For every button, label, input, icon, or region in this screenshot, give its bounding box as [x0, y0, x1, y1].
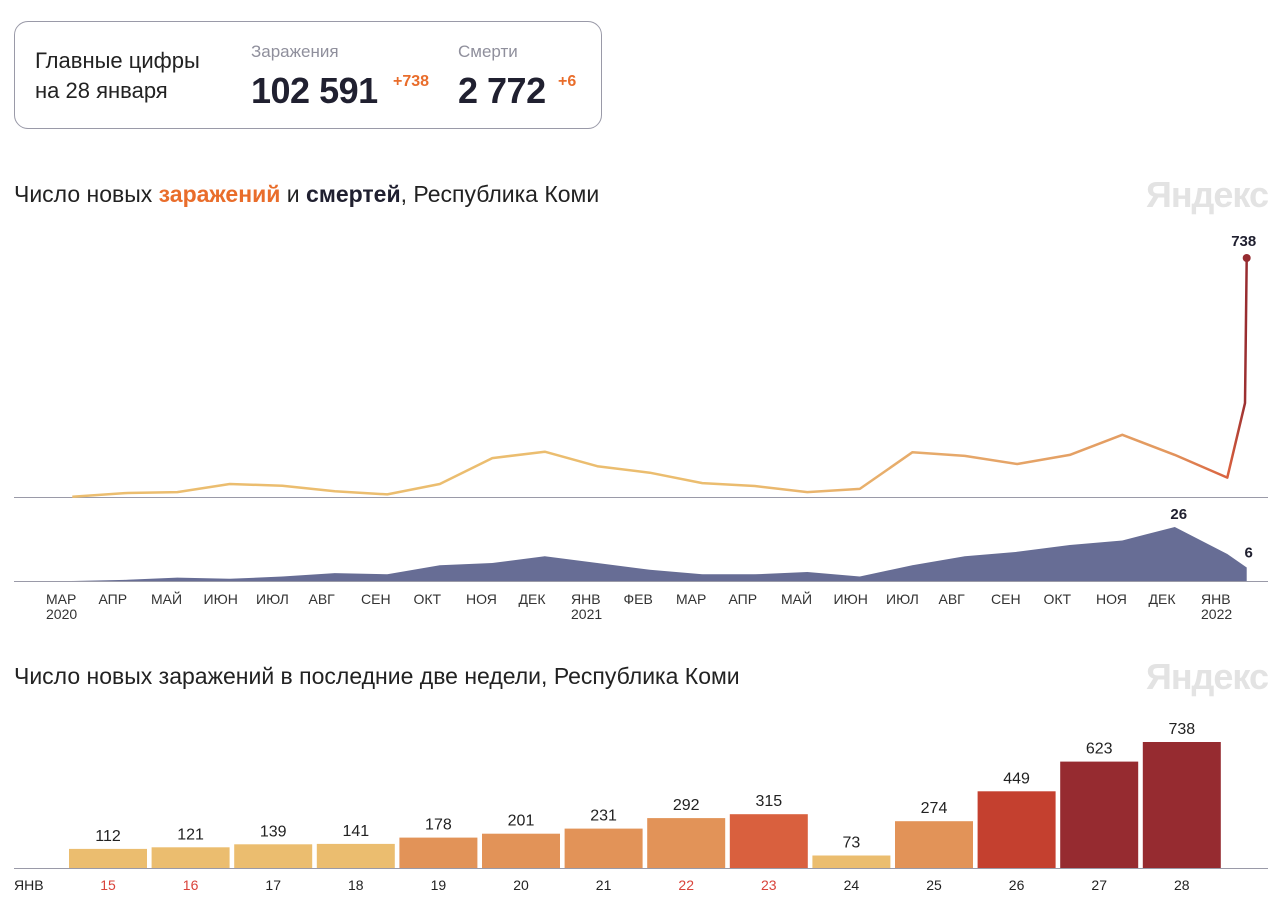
bar-value-label: 231 [590, 808, 617, 825]
bar [1060, 761, 1139, 868]
x-tick-label: АВГ [939, 591, 966, 607]
deaths-value: 2 772 [458, 70, 546, 111]
month-label: ЯНВ [14, 877, 44, 893]
x-tick-label: 15 [100, 877, 116, 893]
chart1-heading-cases: заражений [158, 181, 281, 207]
deaths-label: Смерти [458, 42, 518, 61]
x-tick-label: 23 [761, 877, 777, 893]
bar [399, 837, 478, 868]
two-weeks-bar-chart: 112 15 121 16 139 17 141 18 178 19 201 20 231 21 292 22… [14, 721, 1268, 893]
summary-card: Главные цифры на 28 января Заражения 102… [14, 21, 602, 129]
bar [895, 821, 973, 868]
cases-end-label: 738 [1231, 233, 1256, 250]
x-tick-label: 19 [431, 877, 447, 893]
bar-value-label: 201 [508, 813, 535, 830]
bar [977, 791, 1056, 868]
x-tick-label: 28 [1174, 877, 1190, 893]
deaths-peak-label: 26 [1170, 506, 1187, 523]
bar [729, 814, 808, 868]
bar-value-label: 112 [95, 828, 121, 845]
yandex-watermark-2: Яндекс [1145, 656, 1269, 697]
x-tick-label: АПР [99, 591, 128, 607]
x-tick-label: АВГ [309, 591, 336, 607]
x-tick-label: ИЮЛ [886, 591, 919, 607]
summary-title-line2: на 28 января [35, 78, 168, 103]
bar-value-label: 178 [425, 817, 452, 834]
cases-stat: Заражения 102 591 [251, 42, 378, 112]
cases-end-point [1242, 254, 1251, 262]
bar [69, 848, 147, 868]
cases-delta: +738 [393, 73, 430, 90]
x-tick-label: 25 [926, 877, 942, 893]
chart1-heading-prefix: Число новых [14, 181, 159, 207]
chart1-heading-deaths: смертей [306, 181, 401, 207]
x-tick-label: ИЮН [204, 591, 238, 607]
chart2-heading: Число новых заражений в последние две не… [14, 663, 740, 689]
x-tick-label: 24 [844, 877, 860, 893]
x-tick-label: ИЮЛ [256, 591, 289, 607]
year-label: 2021 [571, 606, 602, 620]
x-tick-label: МАР [676, 591, 706, 607]
x-tick-label: СЕН [361, 591, 391, 607]
bar-value-label: 73 [843, 835, 861, 852]
x-tick-label: ЯНВ [571, 591, 601, 607]
x-tick-label: МАР [46, 591, 76, 607]
x-tick-label: 18 [348, 877, 364, 893]
bar [647, 818, 726, 868]
bar-value-label: 738 [1168, 721, 1195, 738]
chart1-heading-middle: и [280, 181, 307, 207]
x-tick-label: ИЮН [834, 591, 868, 607]
x-tick-label: ДЕК [1149, 591, 1177, 607]
chart1-heading-suffix: , Республика Коми [400, 181, 600, 207]
bar-value-label: 139 [260, 823, 287, 840]
bar-value-label: 292 [673, 797, 700, 814]
x-tick-label: ЯНВ [1201, 591, 1231, 607]
x-tick-label: ФЕВ [624, 591, 653, 607]
x-tick-label: ОКТ [1044, 591, 1072, 607]
summary-title-line1: Главные цифры [35, 48, 200, 73]
cases-label: Заражения [251, 42, 339, 61]
bar [812, 855, 891, 868]
x-tick-label: АПР [729, 591, 758, 607]
bar-value-label: 121 [177, 826, 204, 843]
bar [564, 828, 643, 868]
x-tick-label: ДЕК [519, 591, 547, 607]
x-tick-label: МАЙ [151, 590, 182, 607]
x-tick-label: НОЯ [1096, 591, 1127, 607]
bar-value-label: 141 [342, 823, 369, 840]
cases-line [72, 257, 1248, 498]
x-tick-label: 20 [513, 877, 529, 893]
summary-title: Главные цифры на 28 января [35, 46, 235, 106]
deaths-end-label: 6 [1245, 545, 1253, 562]
x-tick-label: ОКТ [414, 591, 442, 607]
x-tick-label: 26 [1009, 877, 1025, 893]
x-tick-label: СЕН [991, 591, 1021, 607]
bar [482, 833, 560, 868]
bar [151, 847, 230, 868]
bar [234, 844, 313, 868]
x-tick-label: МАЙ [781, 590, 812, 607]
year-label: 2020 [46, 606, 77, 620]
chart1-heading: Число новых заражений и смертей, Республ… [14, 181, 599, 208]
bar-value-label: 449 [1003, 770, 1030, 787]
deaths-delta: +6 [558, 73, 577, 90]
x-tick-label: 16 [183, 877, 199, 893]
x-tick-label: 17 [265, 877, 281, 893]
x-tick-label: 22 [678, 877, 694, 893]
deaths-area [72, 527, 1247, 581]
x-tick-label: 21 [596, 877, 612, 893]
x-tick-label: 27 [1091, 877, 1107, 893]
bar-value-label: 274 [921, 800, 948, 817]
cases-deaths-chart: 738 26 6 МАР АПР МАЙ ИЮН ИЮЛ АВГ СЕН ОКТ НОЯ ДЕК ЯНВ Ф… [14, 233, 1268, 620]
bar [316, 843, 395, 868]
year-label: 2022 [1201, 606, 1232, 620]
deaths-stat: Смерти 2 772 [458, 42, 546, 112]
yandex-watermark-1: Яндекс [1145, 174, 1269, 215]
bar-value-label: 315 [755, 793, 782, 810]
cases-value: 102 591 [251, 70, 378, 111]
bar-value-label: 623 [1086, 741, 1113, 758]
bar [1142, 742, 1221, 868]
x-tick-label: НОЯ [466, 591, 497, 607]
